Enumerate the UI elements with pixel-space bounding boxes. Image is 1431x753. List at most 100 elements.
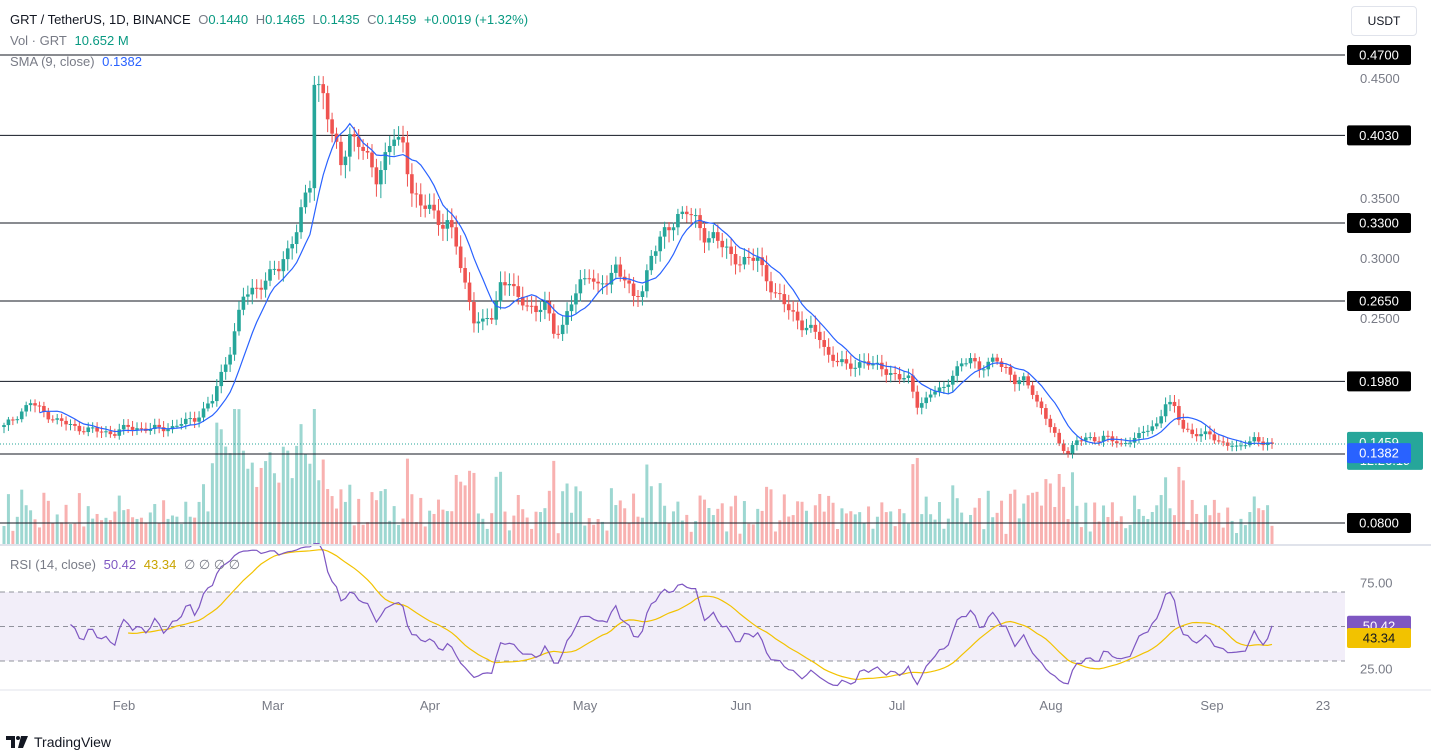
currency-button[interactable]: USDT — [1351, 6, 1417, 36]
volume-bar — [1035, 491, 1039, 544]
candle-body — [1154, 423, 1159, 427]
candle-body — [374, 167, 379, 185]
candle — [662, 221, 667, 249]
volume-bar — [299, 424, 303, 544]
rsi-ma-line — [128, 549, 1273, 681]
candle — [653, 245, 658, 264]
candle-body — [414, 193, 419, 195]
level-tag-text: 0.4700 — [1359, 48, 1399, 63]
candle-body — [906, 375, 911, 379]
candle — [707, 231, 711, 251]
volume-bar — [1000, 500, 1004, 544]
volume-bar — [326, 489, 330, 544]
volume-bar — [255, 486, 259, 544]
candle — [157, 418, 161, 434]
volume-bar — [1261, 510, 1265, 544]
candle-body — [1234, 445, 1239, 447]
candle-body — [556, 333, 560, 335]
candle — [272, 260, 277, 276]
candle — [724, 238, 729, 259]
volume-bar — [951, 485, 955, 544]
candle-body — [1137, 433, 1141, 438]
rsi-legend: RSI (14, close) 50.42 43.34 ∅ ∅ ∅ ∅ — [10, 557, 244, 573]
candle — [574, 284, 578, 314]
candle — [1004, 363, 1008, 374]
candle — [232, 323, 237, 361]
candle-body — [86, 427, 91, 433]
high-value: 0.1465 — [265, 12, 305, 27]
candle — [1048, 414, 1053, 433]
candle-body — [68, 424, 73, 426]
candle-body — [631, 283, 636, 297]
candle-body — [897, 374, 902, 380]
candle — [791, 300, 795, 322]
candle-body — [565, 311, 569, 325]
volume-bar — [1181, 480, 1185, 544]
candle — [472, 292, 476, 333]
candle — [964, 358, 968, 367]
candle-body — [1177, 406, 1181, 420]
volume-bar — [977, 498, 981, 544]
volume-bar — [751, 524, 755, 544]
candle — [764, 255, 769, 292]
volume-bar — [241, 450, 245, 544]
candle — [82, 426, 86, 435]
volume-bar — [561, 491, 565, 544]
candle-body — [1128, 442, 1132, 444]
tradingview-branding[interactable]: TradingView — [6, 734, 111, 750]
volume-bar — [569, 512, 573, 544]
volume-bar — [884, 512, 888, 544]
candle — [1230, 440, 1234, 452]
candle-body — [817, 331, 822, 341]
candle-body — [1230, 445, 1234, 447]
candle-body — [813, 324, 818, 332]
volume-bar — [601, 521, 605, 544]
volume-bar — [339, 489, 343, 544]
volume-bar — [534, 511, 538, 544]
candle-body — [485, 318, 490, 320]
candle — [720, 233, 725, 258]
volume-bar — [782, 494, 786, 544]
volume-bar — [1248, 512, 1252, 544]
candle-body — [383, 152, 388, 171]
candle-body — [716, 232, 720, 241]
candle-body — [880, 362, 884, 370]
volume-bar — [658, 483, 662, 544]
candle-body — [1048, 418, 1053, 428]
candle-body — [113, 434, 117, 436]
candle-body — [1026, 376, 1030, 386]
volume-bar — [844, 513, 848, 544]
candle — [888, 365, 893, 383]
candle-body — [720, 240, 725, 248]
candle — [853, 359, 858, 377]
candle-body — [1168, 401, 1172, 405]
time-axis: Feb Mar Apr May Jun Jul Aug Sep 23 — [0, 689, 1431, 713]
candle — [192, 411, 197, 428]
candle-body — [804, 327, 809, 331]
candle — [339, 135, 343, 176]
open-value: 0.1440 — [208, 12, 249, 27]
candle-body — [259, 287, 263, 290]
level-tag-text: 0.0800 — [1359, 516, 1399, 531]
candle — [11, 416, 15, 426]
candle-body — [299, 207, 303, 233]
candle-body — [636, 296, 640, 298]
candle-body — [871, 363, 875, 366]
volume-bar — [578, 491, 582, 544]
volume-bar — [463, 485, 467, 544]
candle — [840, 350, 844, 367]
candle — [547, 291, 552, 321]
candle-body — [15, 419, 20, 421]
candle — [325, 85, 330, 133]
candle-body — [352, 134, 357, 137]
candle — [42, 401, 46, 418]
candle — [1030, 381, 1035, 400]
volume-bar — [370, 492, 374, 544]
candle-body — [982, 369, 986, 371]
volume-bar — [760, 510, 764, 544]
candle-body — [37, 405, 42, 407]
candle-body — [489, 318, 494, 320]
candle — [911, 368, 915, 399]
candle — [990, 353, 995, 368]
